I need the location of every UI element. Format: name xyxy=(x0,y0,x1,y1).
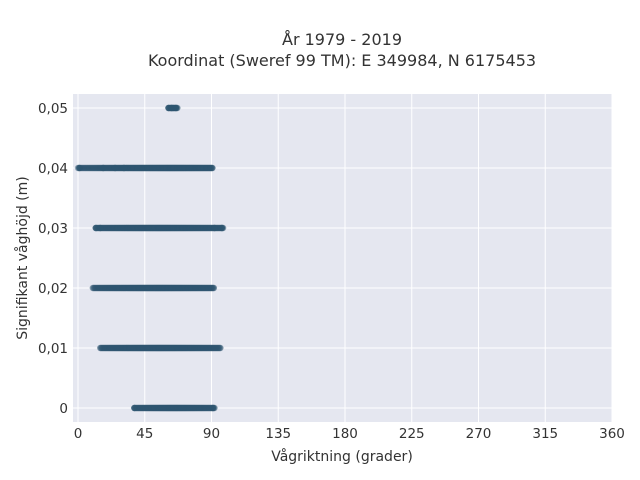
data-point xyxy=(172,104,180,112)
y-tick-label: 0,05 xyxy=(38,101,68,117)
x-tick-label: 315 xyxy=(532,426,558,442)
plot-area xyxy=(73,94,612,422)
x-tick-label: 90 xyxy=(203,426,220,442)
y-tick-label: 0 xyxy=(59,401,68,417)
data-point xyxy=(86,164,93,172)
data-point xyxy=(131,404,138,412)
x-tick-label: 360 xyxy=(599,426,625,442)
data-point xyxy=(85,164,92,172)
data-point xyxy=(88,164,95,172)
data-point xyxy=(81,164,89,172)
y-tick-labels: 0 0,01 0,02 0,03 0,04 0,05 xyxy=(38,101,68,417)
data-point xyxy=(92,224,100,232)
x-tick-label: 225 xyxy=(399,426,425,442)
x-tick-label: 270 xyxy=(466,426,492,442)
chart-subtitle: Koordinat (Sweref 99 TM): E 349984, N 61… xyxy=(148,51,536,70)
y-axis-title: Signifikant våghöjd (m) xyxy=(14,176,31,339)
data-point xyxy=(209,404,217,412)
x-tick-label: 0 xyxy=(74,426,83,442)
y-tick-label: 0,02 xyxy=(38,281,68,297)
data-point xyxy=(120,164,128,172)
x-tick-label: 135 xyxy=(265,426,291,442)
y-tick-label: 0,04 xyxy=(38,161,68,177)
chart-title: År 1979 - 2019 xyxy=(282,30,402,49)
data-point xyxy=(82,164,90,172)
data-point xyxy=(84,164,91,172)
data-point xyxy=(210,284,218,292)
data-point xyxy=(87,164,94,172)
data-point xyxy=(218,224,226,232)
data-points xyxy=(74,104,227,412)
data-point xyxy=(81,164,88,172)
data-point xyxy=(111,164,119,172)
data-point xyxy=(76,164,83,172)
data-point xyxy=(217,344,224,352)
data-point xyxy=(209,164,216,172)
data-point xyxy=(97,224,104,232)
data-point xyxy=(100,164,107,172)
x-tick-labels: 0 45 90 135 180 225 270 315 360 xyxy=(74,426,625,442)
x-tick-label: 45 xyxy=(136,426,153,442)
data-point xyxy=(168,104,175,112)
x-tick-label: 180 xyxy=(332,426,358,442)
data-point xyxy=(211,224,218,232)
y-tick-label: 0,03 xyxy=(38,221,68,237)
x-axis-title: Vågriktning (grader) xyxy=(271,448,413,465)
y-tick-label: 0,01 xyxy=(38,341,68,357)
data-point xyxy=(83,164,91,172)
